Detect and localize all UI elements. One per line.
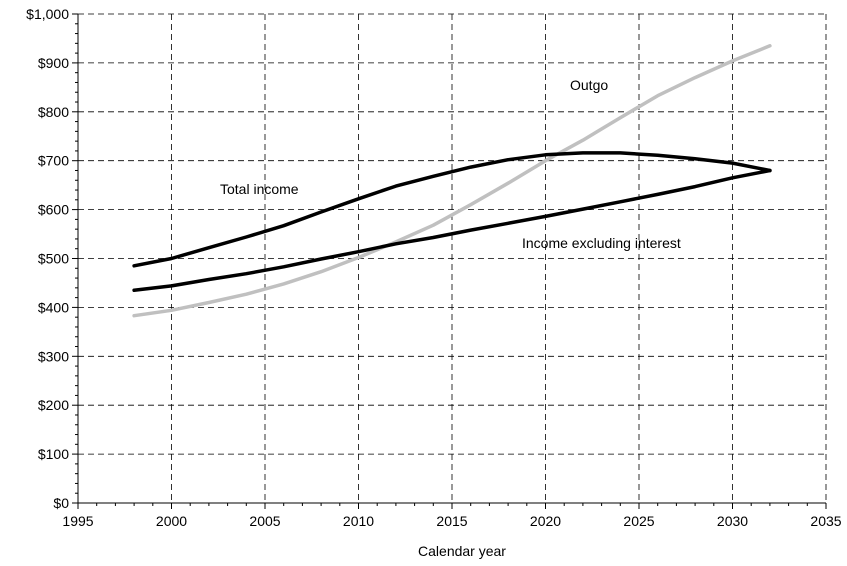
x-tick-label: 2020 — [530, 513, 561, 529]
series-lines — [132, 44, 772, 318]
y-tick-label: $900 — [38, 55, 69, 71]
y-tick-labels: $0 $100 $200 $300 $400 $500 $600 $700 $800 $900 $1… — [26, 6, 69, 511]
x-tick-label: 2015 — [436, 513, 467, 529]
x-tick-label: 2010 — [343, 513, 374, 529]
y-tick-label: $0 — [53, 495, 69, 511]
y-tick-label: $600 — [38, 202, 69, 218]
x-tick-label: 1995 — [62, 513, 93, 529]
series-line-outgo — [132, 44, 772, 318]
y-tick-label: $700 — [38, 153, 69, 169]
y-tick-label: $300 — [38, 348, 69, 364]
annotation-income-excluding-interest: Income excluding interest — [522, 235, 681, 251]
series-line-total-income — [132, 151, 772, 268]
x-tick-labels: 1995 2000 2005 2010 2015 2020 2025 2030 2035 — [62, 513, 841, 529]
x-tick-label: 2000 — [156, 513, 187, 529]
annotation-outgo: Outgo — [570, 77, 608, 93]
y-tick-label: $1,000 — [26, 6, 69, 22]
x-axis-label: Calendar year — [418, 543, 506, 559]
x-tick-label: 2035 — [810, 513, 841, 529]
y-tick-label: $400 — [38, 299, 69, 315]
y-tick-label: $800 — [38, 104, 69, 120]
x-tick-label: 2005 — [249, 513, 280, 529]
y-tick-label: $100 — [38, 446, 69, 462]
axes — [72, 13, 827, 509]
grid-lines — [78, 13, 827, 503]
series-line-income-excluding-interest — [132, 168, 772, 293]
y-tick-label: $500 — [38, 251, 69, 267]
x-tick-label: 2025 — [623, 513, 654, 529]
annotation-total-income: Total income — [220, 181, 299, 197]
y-tick-label: $200 — [38, 397, 69, 413]
x-tick-label: 2030 — [717, 513, 748, 529]
